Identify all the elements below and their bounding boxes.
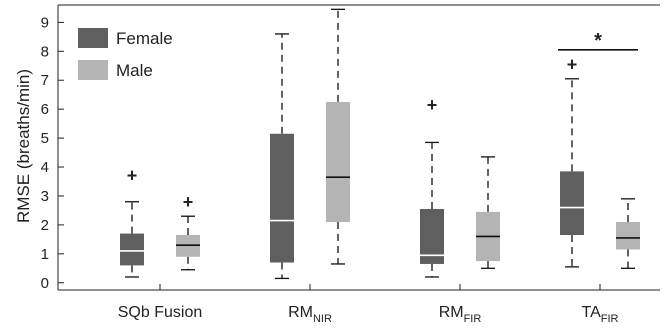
y-tick-label: 8: [41, 43, 49, 60]
legend-label-female: Female: [116, 29, 173, 48]
outlier-marker: +: [183, 192, 194, 212]
legend-swatch-male: [78, 60, 108, 80]
x-category-label: RMFIR: [439, 304, 482, 325]
y-tick-label: 0: [41, 275, 49, 292]
box-iqr: [616, 222, 640, 250]
significance-star: *: [594, 30, 602, 52]
box-female-0: +: [120, 166, 144, 278]
box-male-3: [616, 198, 640, 269]
box-female-3: +: [560, 54, 584, 268]
significance-annotations: *: [558, 30, 638, 52]
y-tick-label: 9: [41, 14, 49, 31]
box-male-1: [326, 8, 350, 265]
y-tick-label: 7: [41, 72, 49, 89]
y-tick-label: 2: [41, 217, 49, 234]
box-iqr: [326, 101, 350, 223]
box-iqr: [120, 233, 144, 266]
x-category-label: RMNIR: [288, 304, 332, 325]
legend-label-male: Male: [116, 61, 153, 80]
y-tick-label: 6: [41, 101, 49, 118]
box-male-2: [476, 156, 500, 269]
y-tick-label: 5: [41, 130, 49, 147]
box-plot-groups: + + + +: [120, 8, 640, 280]
x-category-label: TAFIR: [582, 304, 619, 325]
legend: Female Male: [78, 28, 173, 80]
outlier-marker: +: [427, 95, 438, 115]
outlier-marker: +: [127, 166, 138, 186]
outlier-marker: +: [567, 54, 578, 74]
y-axis-title: RMSE (breaths/min): [14, 69, 33, 223]
plot-frame: [57, 4, 660, 291]
y-axis-ticks: 0 1 2 3 4 5 6 7 8 9: [41, 14, 64, 292]
box-iqr: [560, 171, 584, 236]
box-iqr: [270, 133, 294, 263]
y-tick-label: 3: [41, 188, 49, 205]
legend-swatch-female: [78, 28, 108, 48]
box-female-1: [270, 33, 294, 280]
y-tick-label: 4: [41, 159, 49, 176]
x-category-label: SQb Fusion: [118, 304, 202, 321]
box-male-0: +: [176, 192, 200, 271]
box-female-2: +: [420, 95, 444, 278]
x-axis-category-labels: SQb Fusion RMNIR RMFIR TAFIR: [118, 304, 619, 325]
y-tick-label: 1: [41, 246, 49, 263]
